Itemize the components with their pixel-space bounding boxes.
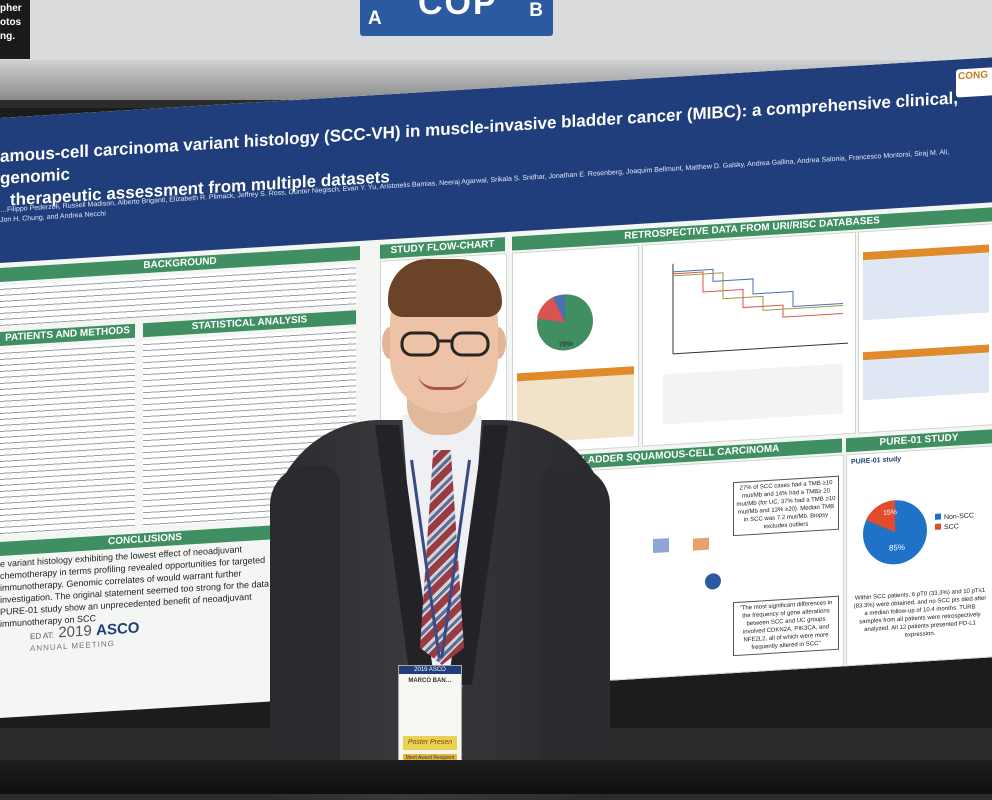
pure01-text: Within SCC patients, 6 pT0 (33.3%) and 1…: [853, 587, 987, 639]
tmb-callout: 27% of SCC cases had a TMB ≥10 mut/Mb an…: [733, 475, 839, 537]
glasses-icon: [400, 331, 490, 357]
pie-table-header: [517, 366, 634, 382]
legend-non-scc: Non-SCC: [944, 512, 974, 521]
retrospective-table-figure: [863, 244, 989, 401]
pure01-panel: PURE-01 study 15% 85% Non-SCC SCC Within…: [846, 445, 992, 667]
asco-name: ASCO: [96, 619, 140, 640]
presenter-person: 2019 ASCO MARCO BAN… Poster Presen Merit…: [270, 245, 610, 800]
booth-sign: A COP B: [360, 0, 553, 36]
pie-table: [517, 366, 634, 444]
hair: [388, 259, 502, 317]
asco-year: 2019: [58, 622, 92, 642]
marker-dot: [705, 573, 721, 590]
pie-scc-value: 15%: [883, 509, 897, 517]
legend-swatch-scc: [935, 523, 941, 530]
box-scc: [693, 537, 709, 551]
conference-logo: CONG: [956, 67, 992, 98]
asco-prefix: ED AT:: [30, 630, 54, 642]
pie-scc: [866, 500, 895, 533]
histology-pie-figure: 78%: [517, 294, 634, 444]
km-curve-red: [673, 271, 843, 318]
pure01-pie: 15% 85% Non-SCC SCC: [863, 500, 974, 565]
corner-sign: pher otos ng.: [0, 0, 30, 59]
left-arm: [270, 465, 340, 794]
km-x-axis: [673, 342, 848, 355]
research-poster: amous-cell carcinoma variant histology (…: [0, 57, 992, 719]
corner-sign-line: ng.: [0, 31, 15, 42]
booth-letter-b: B: [529, 0, 543, 21]
squamous-figure: [653, 537, 721, 590]
histology-pie-panel: 78%: [512, 244, 639, 455]
table-header: [863, 244, 989, 261]
right-arm: [540, 465, 610, 794]
retrospective-table-panel: [858, 223, 992, 434]
pie-big-label: 78%: [559, 341, 573, 349]
table2-header: [863, 344, 989, 361]
gene-callout: "The most significant differences in the…: [733, 595, 839, 657]
km-curve-olive: [673, 272, 843, 311]
corner-sign-line: pher: [0, 3, 22, 14]
booth-letter-a: A: [368, 8, 382, 29]
pie-slice-blue: [553, 294, 565, 323]
box-uc: [653, 538, 669, 554]
smile: [418, 373, 468, 390]
floor-shadow: [0, 760, 992, 794]
pie-slice-red: [537, 297, 565, 323]
legend-swatch-non-scc: [935, 513, 941, 520]
conference-logo-text: CONG: [958, 69, 988, 83]
badge-year: 2019 ASCO: [399, 666, 461, 674]
kaplan-meier-figure: [663, 263, 848, 425]
squamous-panel: 27% of SCC cases had a TMB ≥10 mut/Mb an…: [512, 454, 844, 687]
corner-sign-line: otos: [0, 17, 22, 28]
booth-big-text: COP: [418, 0, 498, 22]
badge-name: MARCO BAN…: [408, 678, 452, 684]
pure01-subheading: PURE-01 study: [851, 455, 902, 466]
km-curve-blue: [673, 268, 843, 308]
badge-ribbon: Poster Presen: [403, 736, 457, 750]
table-body: [863, 252, 989, 321]
km-forest-plot: [663, 363, 843, 425]
table2-body: [863, 352, 989, 401]
legend-scc: SCC: [944, 523, 959, 531]
pie-non-scc-value: 85%: [889, 543, 905, 553]
patients-methods-text: [0, 341, 135, 535]
kaplan-meier-panel: [642, 231, 856, 447]
